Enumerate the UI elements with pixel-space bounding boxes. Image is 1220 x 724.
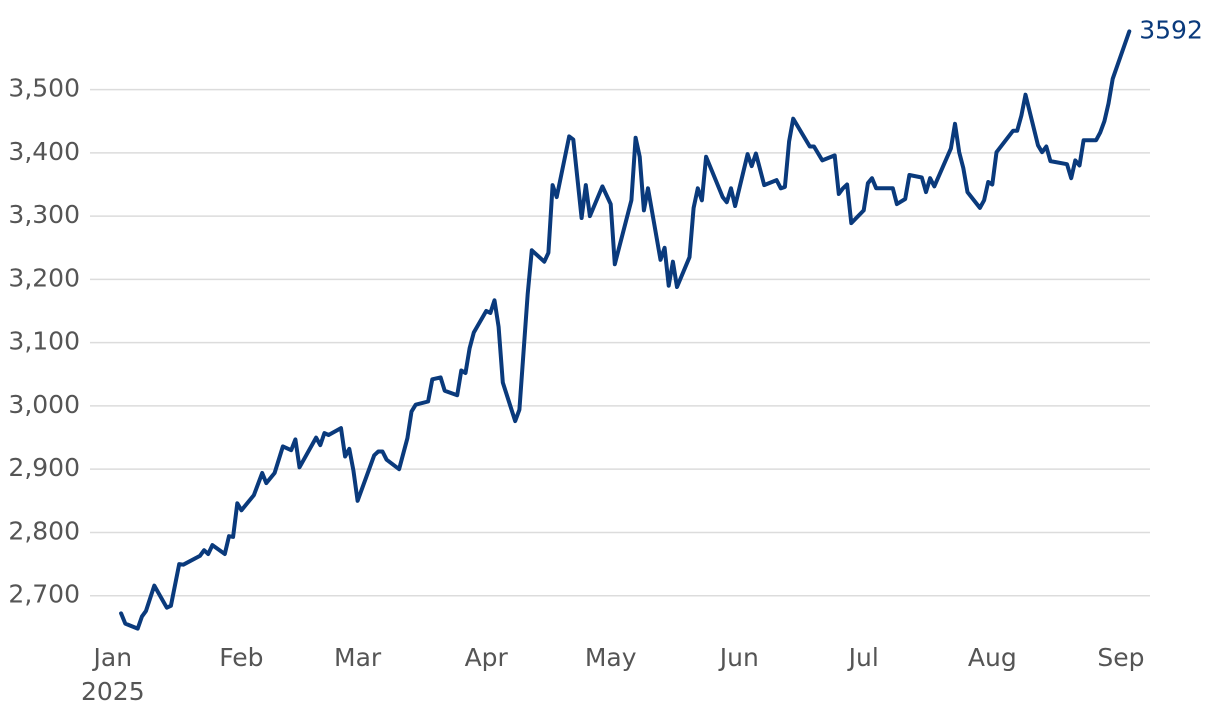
y-tick-label: 3,100 — [8, 327, 80, 356]
y-tick-label: 2,900 — [8, 453, 80, 482]
y-tick-label: 3,000 — [8, 390, 80, 419]
end-value-label: 3592 — [1139, 15, 1203, 44]
y-tick-label: 2,700 — [8, 580, 80, 609]
y-tick-label: 3,500 — [8, 74, 80, 103]
x-tick-label: Jun — [718, 643, 759, 672]
x-tick-label: Jan 2025 — [81, 643, 145, 706]
y-tick-label: 2,800 — [8, 516, 80, 545]
x-tick-label: Apr — [465, 643, 509, 672]
x-tick-label: May — [585, 643, 637, 672]
y-tick-label: 3,400 — [8, 137, 80, 166]
x-tick-label: Feb — [219, 643, 263, 672]
y-tick-label: 3,300 — [8, 200, 80, 229]
x-tick-label: Sep — [1097, 643, 1144, 672]
x-tick-label: Mar — [334, 643, 382, 672]
x-tick-label: Jul — [847, 643, 879, 672]
price-line — [119, 29, 1132, 631]
x-tick-label: Aug — [968, 643, 1017, 672]
y-tick-label: 3,200 — [8, 263, 80, 292]
